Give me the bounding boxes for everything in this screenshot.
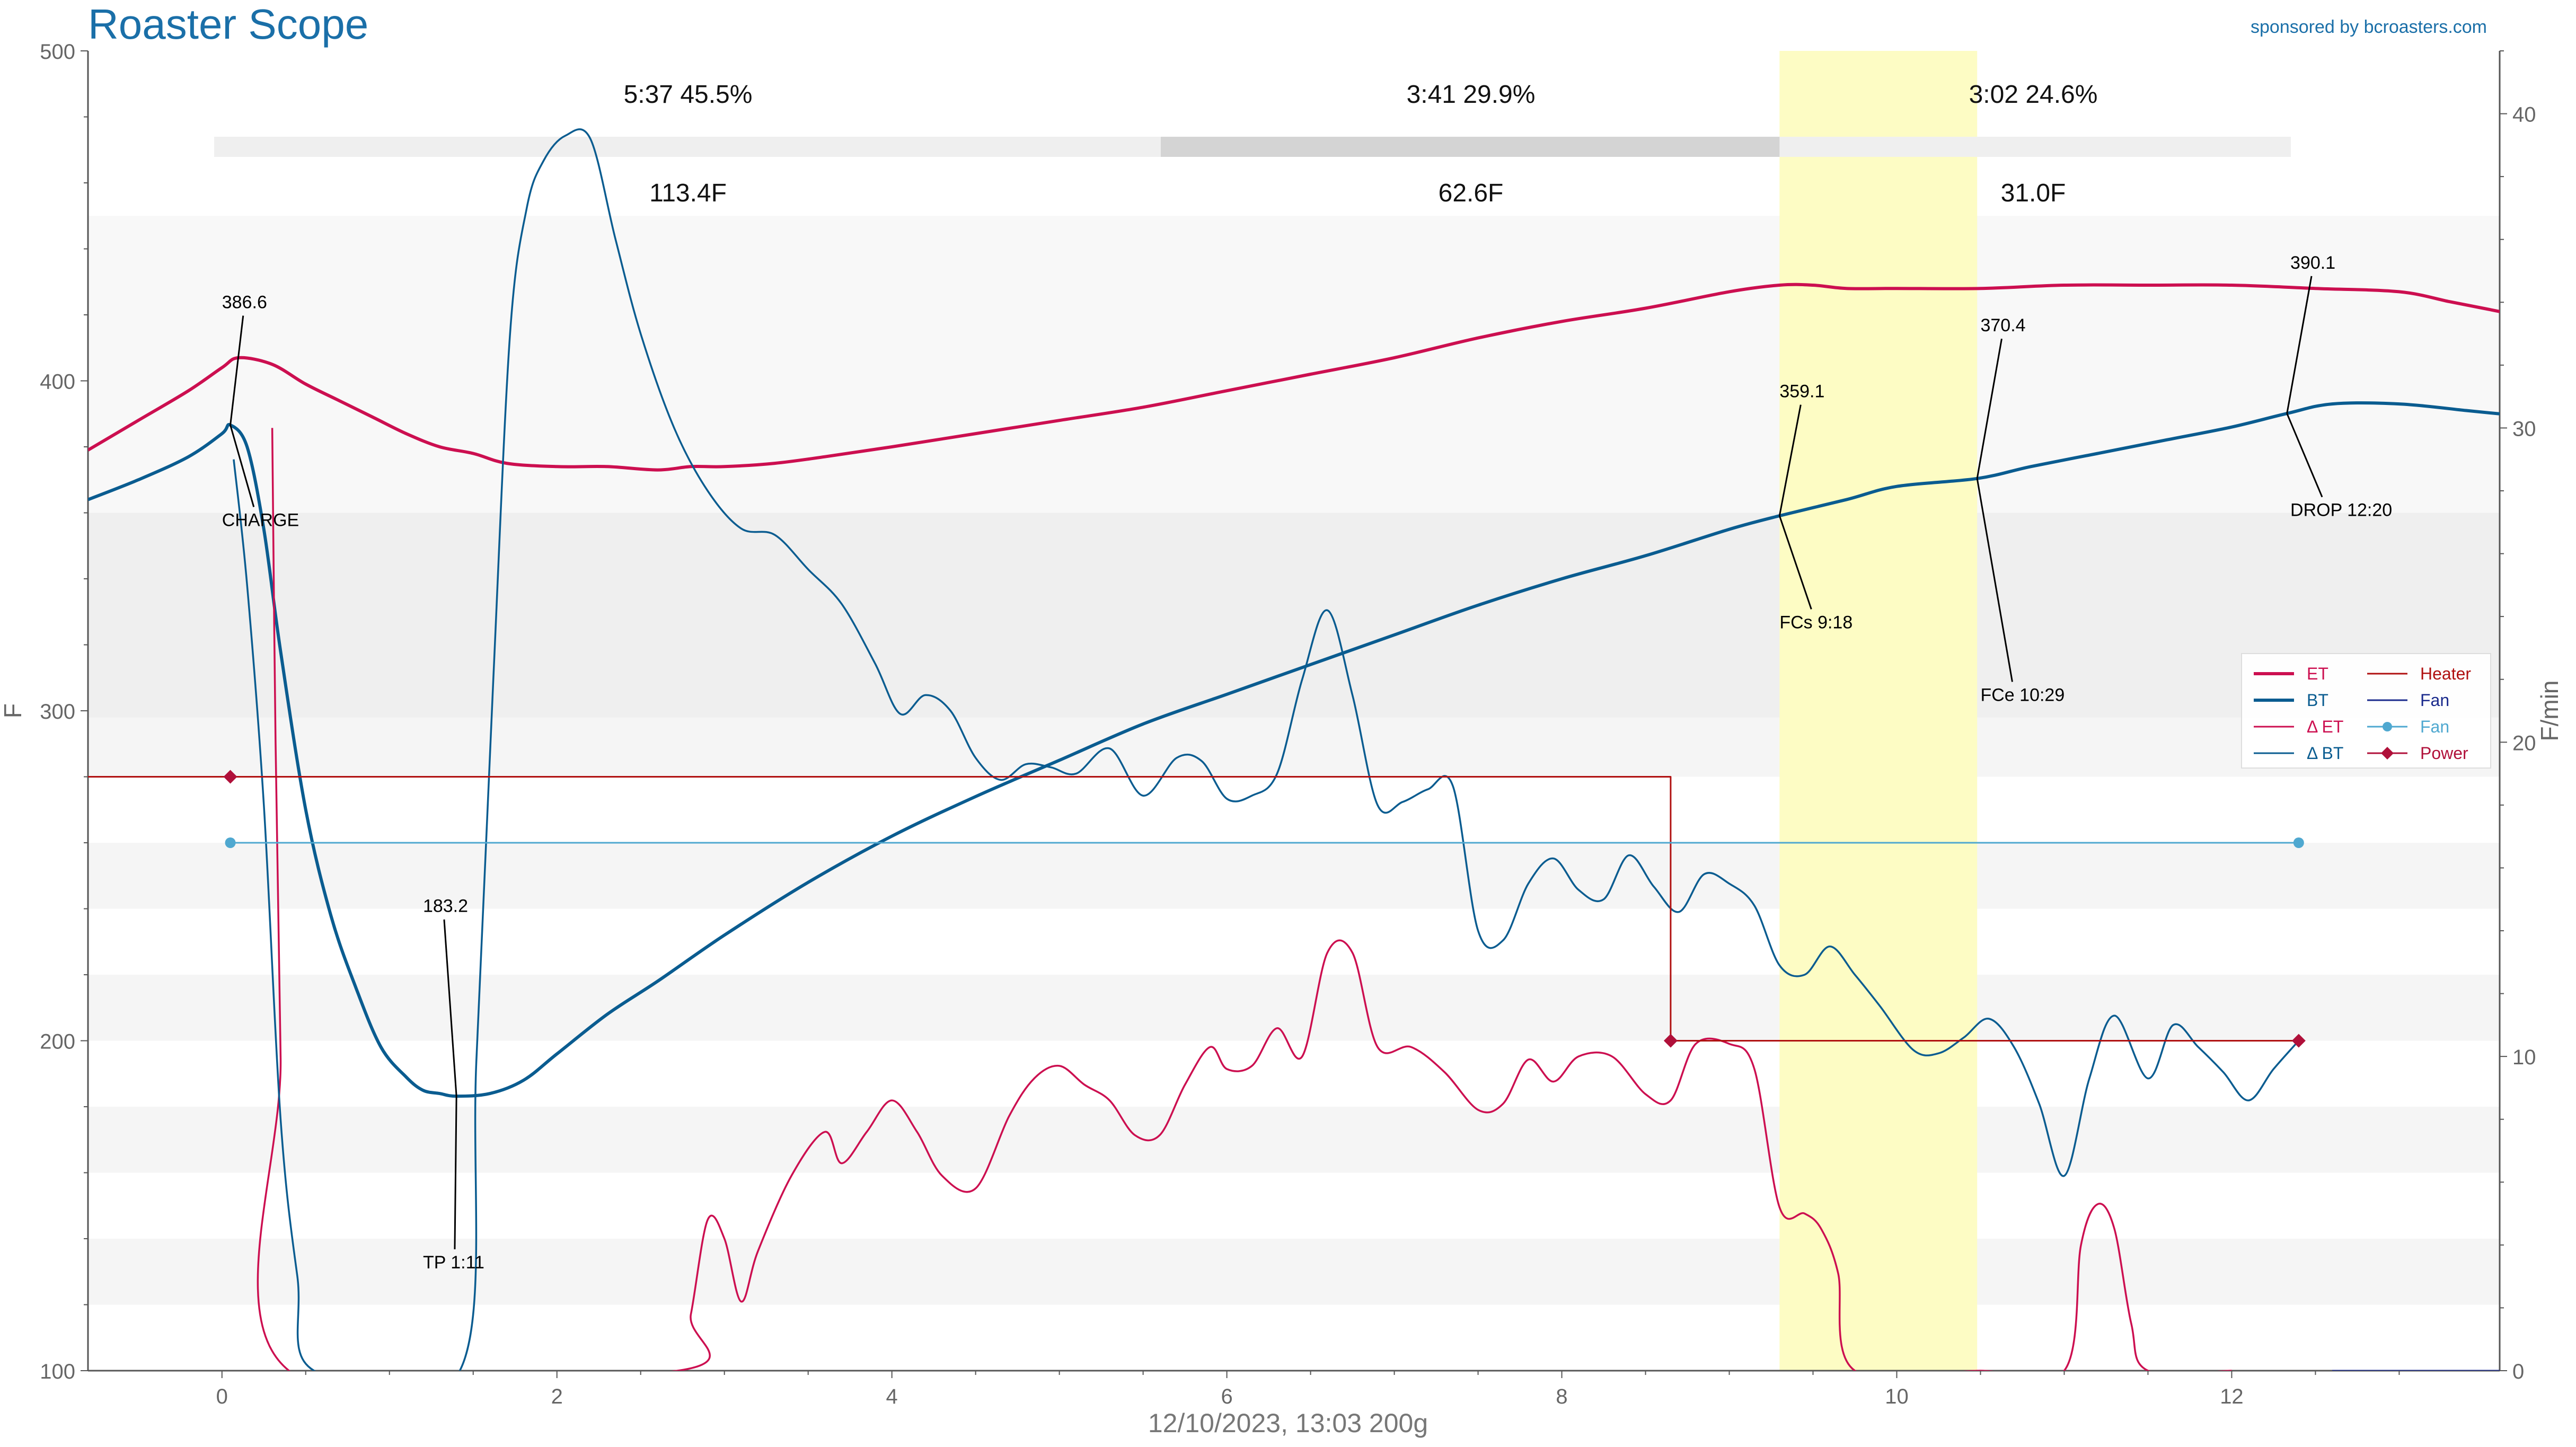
annotation-label: FCe 10:29	[1980, 685, 2065, 705]
background-band	[88, 216, 2500, 513]
legend-swatch	[2366, 690, 2409, 711]
annotation-label: 183.2	[423, 896, 468, 916]
x-tick-label: 12	[2220, 1385, 2244, 1408]
bt-line	[88, 401, 2500, 1098]
legend-swatch	[2253, 716, 2295, 737]
power-marker	[223, 770, 237, 784]
x-tick-label: 6	[1221, 1385, 1232, 1408]
background-band	[88, 717, 2500, 777]
power-marker	[2291, 1034, 2306, 1048]
delta-bt-line	[233, 128, 2300, 1371]
y2-axis-label: F/min	[2536, 681, 2563, 742]
annotation-leader	[230, 425, 255, 507]
chart-legend: ET BT Δ ET Δ BT Heater Fan Fan Power	[2241, 653, 2491, 769]
annotation-label: DROP 12:20	[2290, 500, 2392, 520]
legend-label: ET	[2307, 664, 2328, 683]
legend-label: Fan	[2420, 717, 2450, 736]
annotation-leader	[2286, 276, 2313, 414]
x-tick-label: 4	[886, 1385, 898, 1408]
x-tick-label: 2	[551, 1385, 563, 1408]
annotation-leader	[2286, 413, 2323, 498]
phase-duration-label: 3:41 29.9%	[1407, 81, 1536, 109]
legend-swatch	[2366, 743, 2409, 764]
legend-item: Fan	[2366, 713, 2449, 740]
phase-duration-label: 5:37 45.5%	[624, 81, 753, 109]
legend-item: Δ ET	[2253, 713, 2343, 740]
y2-tick-label: 40	[2512, 103, 2536, 127]
phase-rise-label: 113.4F	[649, 179, 727, 207]
x-tick-label: 10	[1885, 1385, 1909, 1408]
roast-info: 12/10/2023, 13:03 200g	[1148, 1408, 1428, 1438]
power-marker	[1663, 1034, 1678, 1048]
annotation-leader	[1976, 338, 2002, 479]
phase-duration-label: 3:02 24.6%	[1969, 81, 2098, 109]
et-line	[88, 283, 2500, 472]
x-tick-label: 8	[1556, 1385, 1567, 1408]
legend-item: ET	[2253, 660, 2328, 687]
y-tick-label: 300	[40, 700, 75, 724]
app-title: Roaster Scope	[88, 1, 369, 48]
legend-swatch	[2366, 663, 2409, 684]
legend-label: Heater	[2420, 664, 2472, 683]
y2-tick-label: 20	[2512, 731, 2536, 755]
annotation-label: TP 1:11	[423, 1252, 484, 1273]
legend-label: Δ ET	[2307, 717, 2344, 736]
y-axis-label: F	[0, 703, 27, 718]
legend-label: BT	[2307, 690, 2328, 710]
background-band	[88, 1172, 2500, 1239]
legend-swatch	[2366, 716, 2409, 737]
legend-label: Fan	[2420, 690, 2450, 710]
legend-label: Δ BT	[2307, 743, 2344, 763]
background-band	[88, 1239, 2500, 1305]
annotation-leader	[443, 919, 457, 1097]
annotation-leader	[1778, 404, 1802, 516]
annotation-label: FCs 9:18	[1779, 612, 1852, 632]
background-band	[88, 1107, 2500, 1173]
annotation-label: 390.1	[2290, 253, 2335, 273]
y-tick-label: 400	[40, 370, 75, 394]
y-tick-label: 500	[40, 40, 75, 64]
phase-rise-label: 62.6F	[1439, 179, 1504, 207]
background-band	[88, 908, 2500, 975]
phase-rise-label: 31.0F	[2001, 179, 2066, 207]
heater-line	[88, 776, 2299, 1042]
background-band	[88, 777, 2500, 843]
y-tick-label: 100	[40, 1360, 75, 1383]
legend-swatch	[2253, 743, 2295, 764]
y-tick-label: 200	[40, 1030, 75, 1054]
annotation-label: CHARGE	[222, 510, 299, 530]
y2-tick-label: 10	[2512, 1046, 2536, 1069]
x-tick-label: 0	[216, 1385, 228, 1408]
sponsor-link[interactable]: sponsored by bcroasters.com	[2251, 17, 2487, 37]
annotation-label: 386.6	[222, 293, 267, 313]
y2-tick-label: 0	[2512, 1360, 2524, 1383]
background-band	[88, 975, 2500, 1041]
annotation-leader	[1976, 478, 2013, 682]
delta-et-line	[257, 428, 2232, 1371]
series-group	[88, 128, 2500, 1371]
fan-percent-marker	[225, 837, 236, 848]
legend-swatch	[2253, 663, 2295, 684]
phase-highlight-region	[1779, 51, 1978, 1371]
legend-item: BT	[2253, 687, 2328, 713]
y2-tick-label: 30	[2512, 417, 2536, 440]
legend-item: Δ BT	[2253, 740, 2343, 766]
background-band	[88, 513, 2500, 718]
phase-bar-maillard	[1161, 137, 1780, 157]
legend-item: Power	[2366, 740, 2468, 766]
legend-swatch	[2253, 690, 2295, 711]
annotation-leader	[230, 315, 244, 426]
fan-percent-marker	[2293, 837, 2304, 848]
annotation-label: 359.1	[1779, 382, 1824, 402]
annotation-label: 370.4	[1980, 315, 2025, 336]
background-band	[88, 1304, 2500, 1371]
legend-item: Fan	[2366, 687, 2449, 713]
background-band	[88, 843, 2500, 909]
annotation-leader	[1778, 515, 1812, 610]
legend-item: Heater	[2366, 660, 2471, 687]
annotation-leader	[454, 1096, 457, 1250]
legend-label: Power	[2420, 743, 2468, 763]
